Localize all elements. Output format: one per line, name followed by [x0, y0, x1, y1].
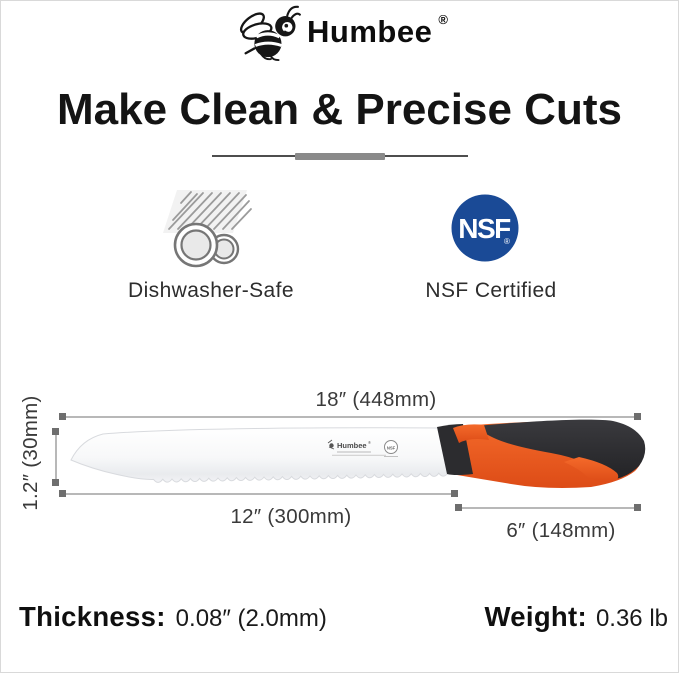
dimension-line	[66, 415, 634, 418]
bread-knife-image: Humbee ® NSF	[70, 419, 646, 488]
dimension-endpoint	[451, 490, 458, 497]
divider	[211, 152, 468, 160]
thickness-label: Thickness:	[19, 601, 166, 632]
dimension-line	[66, 492, 451, 495]
dimension-label-handle-length: 6″ (148mm)	[506, 519, 616, 542]
dimension-endpoint	[634, 504, 641, 511]
dimension-endpoint	[59, 490, 66, 497]
nsf-certified-label: NSF Certified	[425, 279, 557, 302]
nsf-badge-text: NSF	[458, 213, 511, 244]
weight-label: Weight:	[484, 601, 587, 632]
weight-spec: Weight: 0.36 lb	[485, 601, 668, 633]
blade-print-reg: ®	[368, 440, 371, 445]
brand-logo: Humbee ®	[1, 1, 678, 63]
page-title: Make Clean & Precise Cuts	[57, 85, 622, 134]
dimension-line-handle-length	[455, 504, 641, 511]
dimension-endpoint	[634, 413, 641, 420]
dimension-endpoint	[52, 479, 59, 486]
dimension-line-blade-height	[52, 428, 59, 486]
brand-registered-mark: ®	[438, 12, 448, 27]
knife-handle-orange-front	[453, 424, 489, 443]
dimension-label-overall-length: 18″ (448mm)	[315, 388, 437, 411]
dimension-line	[462, 506, 634, 509]
dimension-label-blade-height: 1.2″ (30mm)	[19, 395, 42, 511]
blade-print: Humbee ® NSF	[327, 439, 398, 457]
dishwasher-safe-icon	[163, 190, 252, 268]
blade-print-nsf-stamp: NSF	[387, 446, 396, 451]
dimension-endpoint	[455, 504, 462, 511]
dimension-line	[54, 435, 57, 479]
nsf-badge-reg: ®	[504, 237, 510, 246]
bee-icon	[240, 5, 301, 61]
knife-handle-orange-accent	[564, 457, 619, 483]
dimension-label-blade-length: 12″ (300mm)	[230, 505, 352, 528]
brand-name: Humbee	[307, 14, 433, 49]
blade-print-brand: Humbee	[337, 441, 367, 450]
divider-bar	[294, 152, 385, 160]
knife-blade	[70, 427, 449, 483]
thickness-value: 0.08″ (2.0mm)	[175, 605, 327, 632]
nsf-badge-icon: NSF ®	[451, 194, 519, 262]
thickness-spec: Thickness: 0.08″ (2.0mm)	[19, 601, 327, 633]
dimension-endpoint	[59, 413, 66, 420]
weight-value: 0.36 lb	[595, 605, 668, 632]
dimension-endpoint	[52, 428, 59, 435]
dimension-line-overall-length	[59, 413, 641, 420]
dishwasher-safe-label: Dishwasher-Safe	[128, 279, 294, 302]
dimension-line-blade-length	[59, 490, 458, 497]
